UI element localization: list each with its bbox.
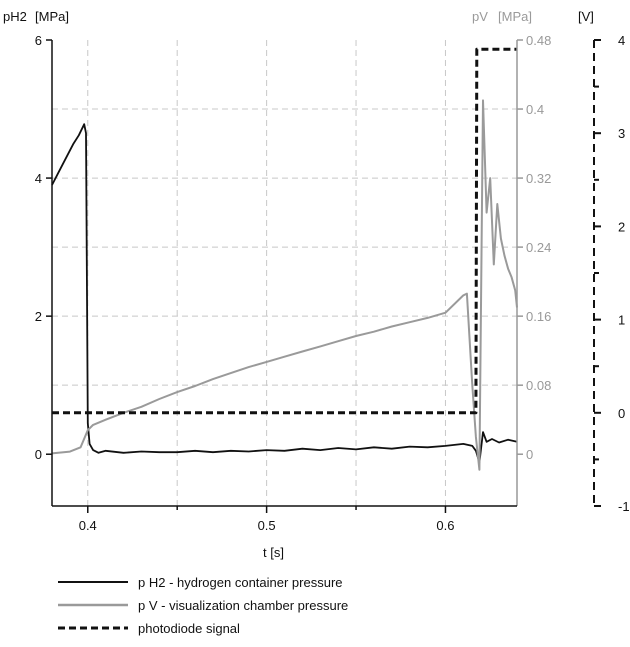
- left-axis-tick-label: 4: [35, 171, 42, 186]
- x-axis-tick-label: 0.6: [436, 518, 454, 533]
- left-axis: 0 2 4 6: [35, 33, 53, 506]
- far-right-axis-tick-label: 1: [618, 313, 625, 328]
- far-right-axis-tick-label: 4: [618, 33, 625, 48]
- right-axis-title: pV: [472, 9, 488, 24]
- right-axis-tick-label: 0.16: [526, 309, 551, 324]
- legend: p H2 - hydrogen container pressure p V -…: [58, 575, 348, 636]
- grid: [52, 40, 517, 506]
- far-right-axis-tick-label: 3: [618, 126, 625, 141]
- far-right-axis-title: [V]: [578, 9, 594, 24]
- legend-label-photodiode: photodiode signal: [138, 621, 240, 636]
- far-right-axis-tick-label: -1: [618, 499, 630, 514]
- right-axis-unit: [MPa]: [498, 9, 532, 24]
- series-photodiode-line: [52, 47, 517, 415]
- right-axis-tick-label: 0.24: [526, 240, 551, 255]
- series-layer: [51, 47, 518, 471]
- legend-label-pv: p V - visualization chamber pressure: [138, 598, 348, 613]
- left-axis-tick-label: 2: [35, 309, 42, 324]
- far-right-axis-tick-label: 2: [618, 219, 625, 234]
- legend-label-h2: p H2 - hydrogen container pressure: [138, 575, 343, 590]
- far-right-axis: -1 0 1 2 3 4: [593, 33, 630, 514]
- left-axis-title: pH2: [3, 9, 27, 24]
- right-axis-tick-label: 0.48: [526, 33, 551, 48]
- right-axis-tick-label: 0.4: [526, 102, 544, 117]
- right-axis-tick-label: 0: [526, 447, 533, 462]
- x-axis-tick-label: 0.5: [258, 518, 276, 533]
- left-axis-tick-label: 0: [35, 447, 42, 462]
- right-axis-tick-label: 0.32: [526, 171, 551, 186]
- left-axis-tick-label: 6: [35, 33, 42, 48]
- series-pv-pressure-line: [51, 99, 518, 471]
- far-right-axis-tick-label: 0: [618, 406, 625, 421]
- left-axis-unit: [MPa]: [35, 9, 69, 24]
- x-axis-title: t [s]: [263, 545, 284, 560]
- series-h2-pressure-line: [51, 123, 518, 464]
- x-axis-tick-label: 0.4: [79, 518, 97, 533]
- right-axis: 0 0.08 0.16 0.24 0.32 0.4 0.48: [516, 33, 551, 506]
- right-axis-tick-label: 0.08: [526, 378, 551, 393]
- x-axis: 0.4 0.5 0.6: [52, 505, 517, 533]
